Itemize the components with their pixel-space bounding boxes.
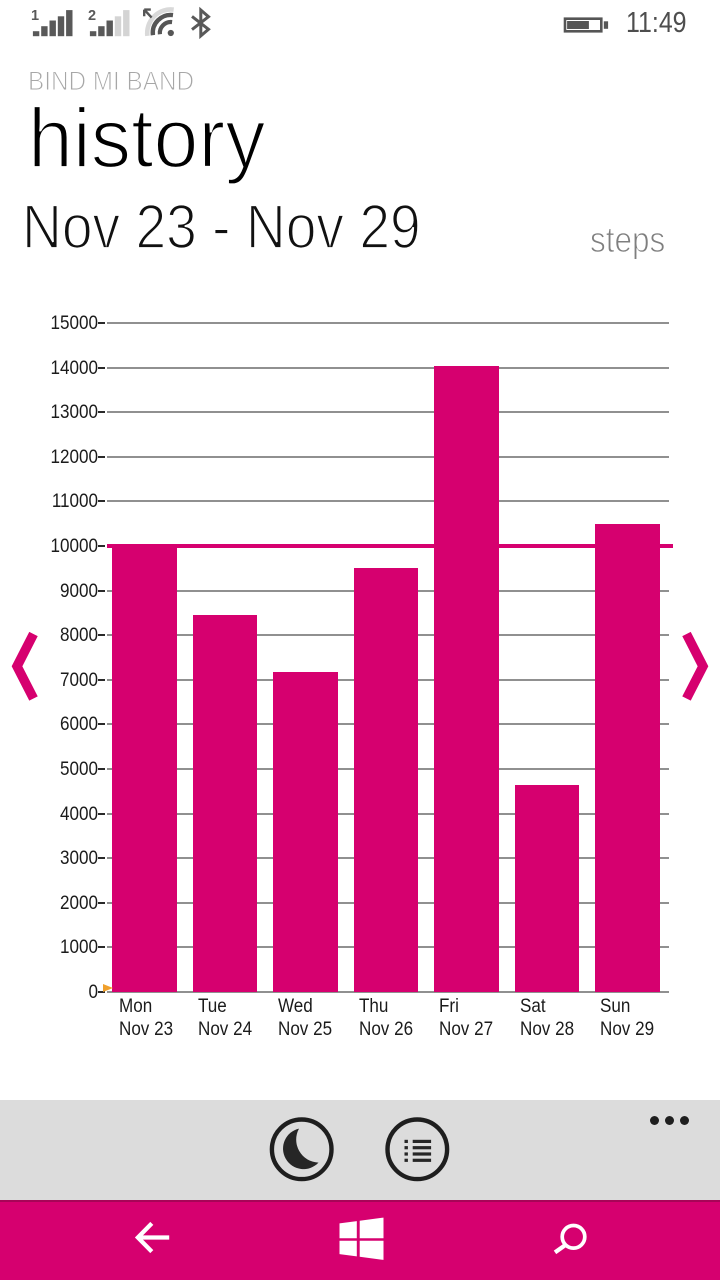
svg-text:2: 2 [88,8,96,24]
svg-text:1: 1 [31,8,39,24]
